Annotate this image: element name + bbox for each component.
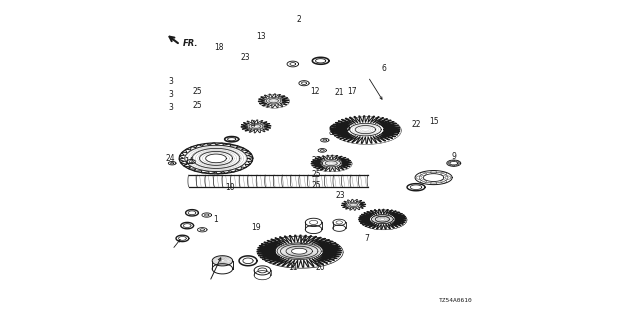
Text: 2: 2: [297, 15, 301, 24]
Text: 5: 5: [271, 247, 276, 256]
Text: 14: 14: [184, 157, 195, 166]
Text: 12: 12: [310, 87, 320, 96]
Text: 16: 16: [298, 237, 308, 246]
Text: FR.: FR.: [183, 39, 198, 48]
Text: 10: 10: [225, 183, 236, 192]
Text: 22: 22: [412, 120, 420, 129]
Text: TZ54A0610: TZ54A0610: [439, 298, 473, 303]
Text: 20: 20: [315, 263, 325, 272]
Text: 18: 18: [214, 43, 224, 52]
Text: 24: 24: [165, 154, 175, 163]
Text: 25: 25: [312, 181, 322, 190]
Text: 25: 25: [312, 170, 322, 179]
Text: 23: 23: [336, 191, 346, 200]
Text: 6: 6: [381, 64, 387, 73]
Text: 15: 15: [429, 117, 438, 126]
Text: 7: 7: [364, 234, 369, 243]
Text: 3: 3: [169, 90, 173, 99]
Text: 11: 11: [288, 263, 298, 272]
Text: 25: 25: [193, 101, 203, 110]
Text: 8: 8: [329, 128, 333, 137]
Text: 9: 9: [452, 152, 457, 161]
Text: 25: 25: [312, 156, 322, 164]
Text: 1: 1: [214, 215, 218, 224]
Text: 23: 23: [241, 53, 251, 62]
Text: 21: 21: [335, 88, 344, 97]
Text: 3: 3: [169, 77, 173, 86]
Text: 3: 3: [169, 103, 173, 112]
Text: 13: 13: [256, 32, 266, 41]
Text: 19: 19: [251, 223, 261, 232]
Text: 17: 17: [347, 87, 357, 96]
Text: 25: 25: [193, 87, 203, 96]
Text: 4: 4: [250, 120, 255, 129]
